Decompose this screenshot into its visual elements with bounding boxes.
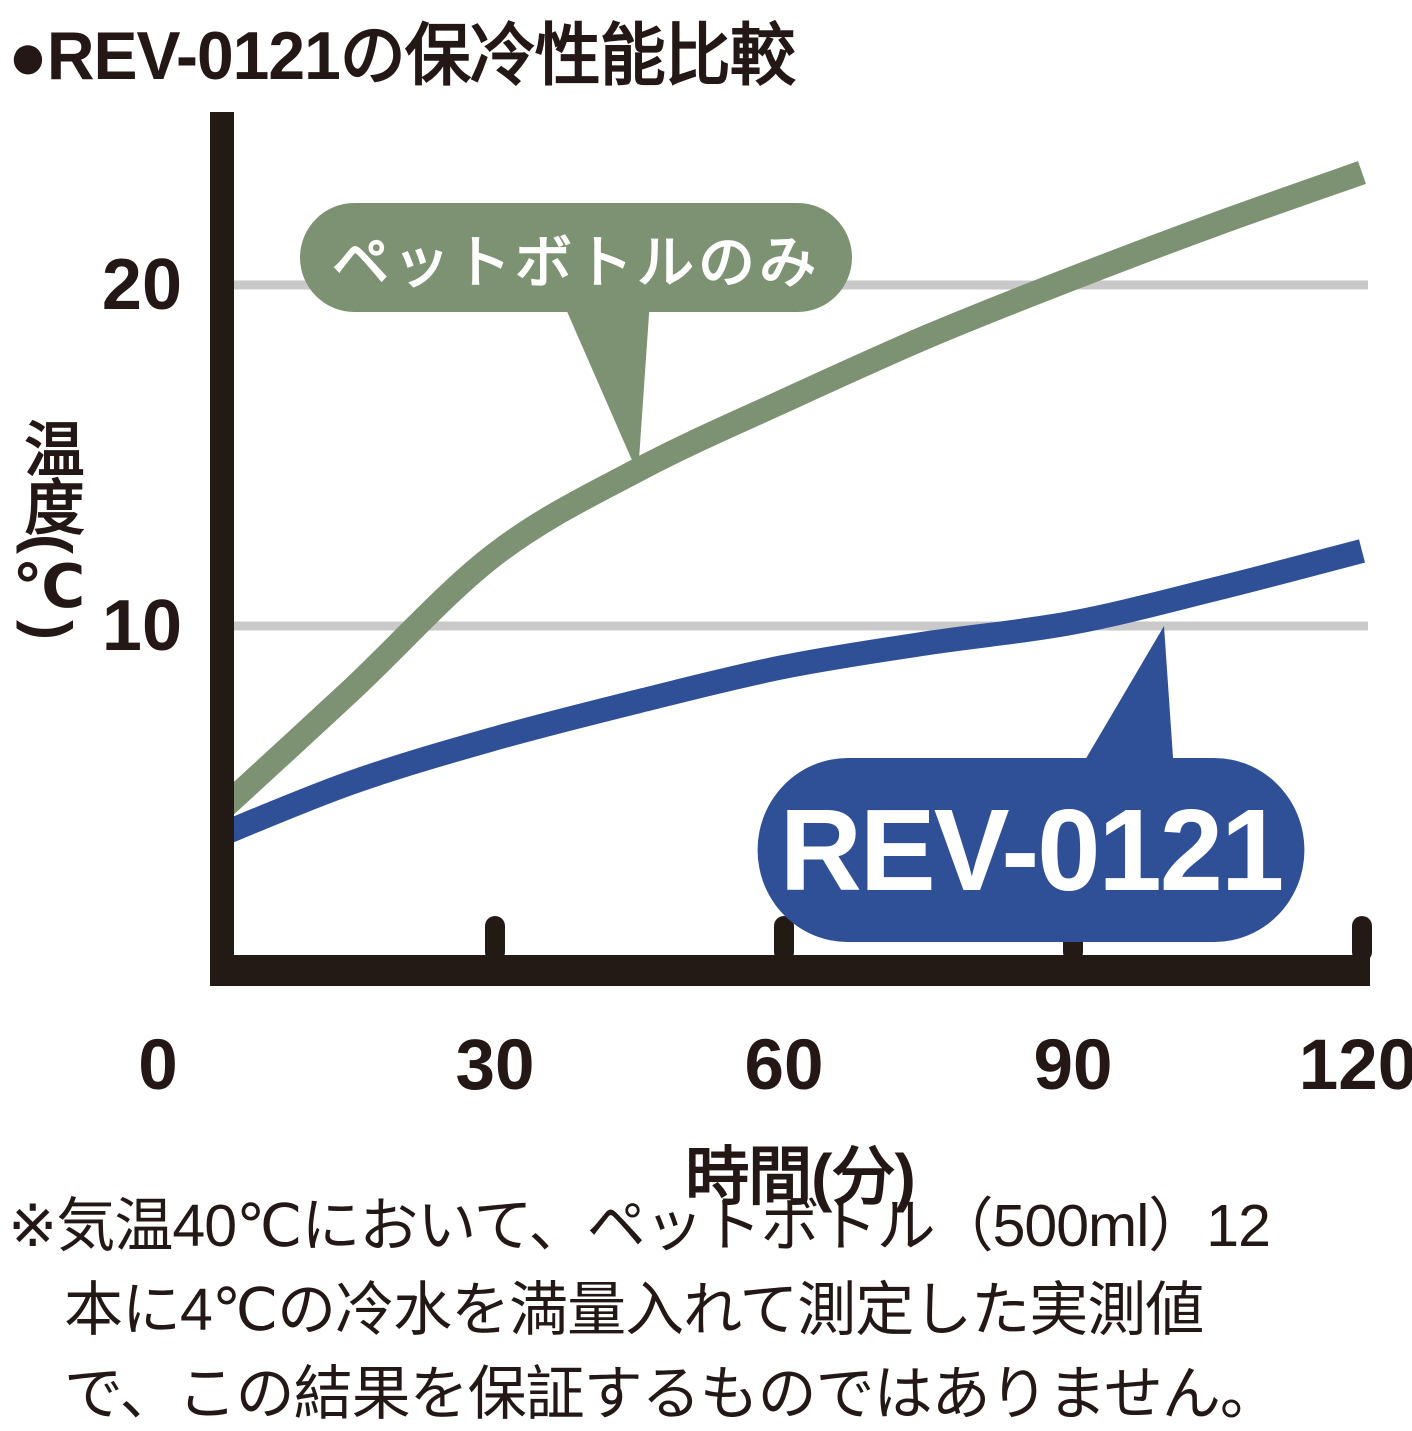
x-tick-mark-120: [1352, 916, 1372, 962]
x-tick-label-60: 60: [744, 1026, 824, 1105]
footnote-line-2: 本に4℃の冷水を満量入れて測定した実測値: [64, 1277, 1204, 1343]
gridline-10: [234, 621, 1368, 631]
footnote-line-1: ※気温40℃において、ペットボトル（500ml）12: [8, 1193, 1271, 1259]
x-tick-label-0: 0: [138, 1026, 178, 1105]
pet-bottle-line: [234, 161, 1366, 815]
y-axis-title: 温度(℃): [16, 418, 83, 638]
page-title: ●REV-0121の保冷性能比較: [8, 18, 796, 94]
x-tick-label-120: 120: [1298, 1026, 1412, 1105]
x-axis-bar: [210, 955, 1370, 986]
pet-bottle-bubble-label: ペットボトルのみ: [300, 203, 852, 312]
x-tick-label-90: 90: [1033, 1026, 1113, 1105]
rev0121-bubble-tail: [1078, 626, 1174, 772]
rev0121-line: [234, 539, 1365, 843]
rev0121-bubble-label: REV-0121: [757, 758, 1305, 942]
y-tick-label-10: 10: [101, 586, 182, 666]
x-tick-mark-60: [774, 916, 794, 962]
x-tick-label-30: 30: [455, 1026, 535, 1105]
y-axis-bar: [210, 112, 234, 986]
pet-bottle-bubble-tail: [562, 300, 650, 474]
x-tick-mark-30: [485, 916, 505, 962]
y-tick-label-20: 20: [101, 245, 182, 325]
footnote-line-3: で、この結果を保証するものではありません。: [64, 1361, 1279, 1427]
footnote: ※気温40℃において、ペットボトル（500ml）12 本に4℃の冷水を満量入れて…: [8, 1184, 1408, 1431]
x-axis-title: 時間(分): [685, 1141, 916, 1213]
